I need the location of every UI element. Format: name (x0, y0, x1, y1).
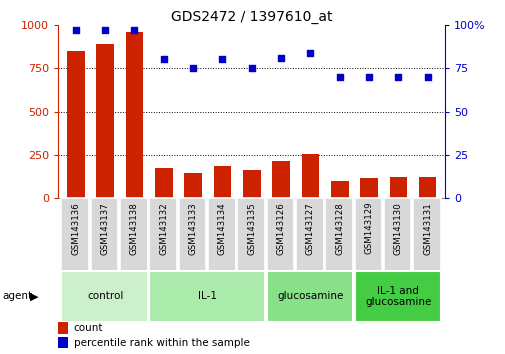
FancyBboxPatch shape (237, 198, 264, 271)
Text: IL-1: IL-1 (198, 291, 217, 302)
Text: GSM143130: GSM143130 (393, 202, 402, 255)
FancyBboxPatch shape (120, 198, 147, 271)
FancyBboxPatch shape (62, 198, 89, 271)
Point (335, 74, 343, 80)
Bar (58, 337, 68, 348)
Bar (330, 181, 348, 198)
Text: count: count (74, 324, 103, 333)
Bar (184, 173, 201, 198)
Text: GSM143128: GSM143128 (334, 202, 343, 255)
FancyBboxPatch shape (383, 198, 411, 271)
Point (101, 27, 109, 33)
Point (189, 65, 197, 71)
FancyBboxPatch shape (266, 271, 352, 322)
Text: agent: agent (3, 291, 33, 302)
Bar (155, 168, 172, 198)
Text: GSM143132: GSM143132 (159, 202, 168, 255)
Point (218, 57, 226, 62)
Point (393, 74, 401, 80)
FancyBboxPatch shape (62, 271, 147, 322)
Bar (301, 154, 319, 198)
Bar (125, 32, 143, 198)
Text: glucosamine: glucosamine (277, 291, 343, 302)
Text: GSM143134: GSM143134 (218, 202, 226, 255)
FancyBboxPatch shape (266, 198, 293, 271)
FancyBboxPatch shape (208, 198, 235, 271)
FancyBboxPatch shape (178, 198, 206, 271)
Bar (242, 171, 260, 198)
Text: GSM143131: GSM143131 (422, 202, 431, 255)
Point (130, 27, 138, 33)
Title: GDS2472 / 1397610_at: GDS2472 / 1397610_at (171, 10, 332, 24)
Text: GSM143129: GSM143129 (364, 202, 373, 255)
Bar (418, 177, 436, 198)
Bar (58, 322, 68, 334)
FancyBboxPatch shape (413, 198, 440, 271)
Text: ▶: ▶ (30, 291, 38, 302)
Text: GSM143135: GSM143135 (247, 202, 256, 255)
FancyBboxPatch shape (325, 198, 352, 271)
Text: GSM143133: GSM143133 (188, 202, 197, 255)
FancyBboxPatch shape (149, 271, 264, 322)
FancyBboxPatch shape (149, 198, 177, 271)
Text: GSM143138: GSM143138 (130, 202, 139, 255)
Bar (272, 161, 289, 198)
Text: IL-1 and
glucosamine: IL-1 and glucosamine (365, 286, 431, 307)
FancyBboxPatch shape (354, 271, 440, 322)
Bar (96, 44, 114, 198)
Text: GSM143136: GSM143136 (71, 202, 80, 255)
Point (364, 74, 372, 80)
FancyBboxPatch shape (295, 198, 323, 271)
Point (276, 55, 284, 61)
Bar (213, 166, 231, 198)
Text: percentile rank within the sample: percentile rank within the sample (74, 338, 249, 348)
Point (160, 57, 168, 62)
Point (306, 50, 314, 55)
Bar (67, 51, 84, 198)
Bar (360, 178, 377, 198)
FancyBboxPatch shape (90, 198, 118, 271)
Text: GSM143126: GSM143126 (276, 202, 285, 255)
Text: control: control (87, 291, 123, 302)
Point (423, 74, 431, 80)
Point (72, 27, 80, 33)
Point (247, 65, 256, 71)
Text: GSM143127: GSM143127 (306, 202, 314, 255)
Bar (389, 177, 407, 198)
Text: GSM143137: GSM143137 (100, 202, 110, 255)
FancyBboxPatch shape (354, 198, 381, 271)
